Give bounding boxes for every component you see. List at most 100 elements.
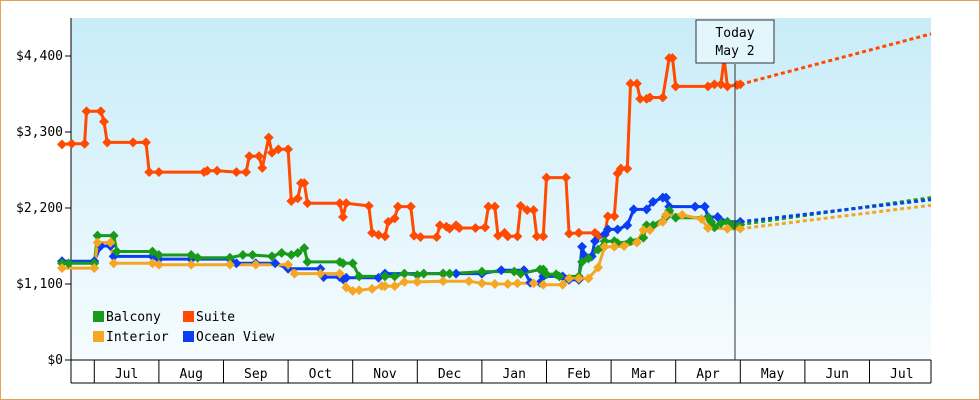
data-point [648,196,659,207]
data-point [538,231,549,242]
data-point [367,283,378,294]
data-point [225,259,235,270]
y-tick-label: $2,200 [16,201,63,216]
data-point [431,232,442,242]
data-point [602,211,613,222]
x-tick-label: Jan [502,367,525,382]
data-point [341,198,352,209]
data-point [153,259,164,270]
data-point [464,276,474,287]
y-tick-label: $1,100 [16,277,63,292]
data-point [302,256,313,267]
data-point [631,237,642,248]
data-point [699,201,710,212]
data-point [231,258,242,269]
data-point [528,278,539,289]
data-point [380,271,390,282]
data-point [512,278,523,289]
data-point [338,212,348,222]
data-point [412,270,423,280]
data-point [599,236,610,247]
data-point [728,220,739,231]
data-point [105,237,116,248]
legend-swatch [183,311,194,322]
data-point [444,223,455,234]
data-point [389,281,400,292]
data-point [270,258,281,269]
data-point [661,209,671,220]
data-point [244,151,255,162]
data-point [438,268,449,279]
data-point [480,222,491,233]
today-marker: Today May 2 [695,19,775,360]
data-point [405,201,416,212]
data-point [95,106,106,117]
data-point [722,223,733,234]
data-point [661,192,671,203]
data-point [670,81,681,92]
data-point [99,116,109,127]
data-point [696,214,707,225]
data-point [225,252,235,263]
data-point [625,236,636,247]
data-point [192,252,203,263]
data-point [338,258,348,269]
legend-swatch [93,331,104,342]
data-point [564,228,575,239]
data-point [657,216,668,227]
data-point [292,193,303,204]
legend-label: Balcony [106,310,161,325]
data-point [315,268,326,279]
legend-label: Interior [106,330,169,345]
data-point [273,144,284,155]
data-point [283,259,294,270]
y-axis: $0 $1,100 $2,200 $3,300 $4,400 [16,18,72,368]
data-point [515,268,526,279]
data-point [57,139,67,150]
data-point [108,230,119,241]
data-point [389,271,400,282]
data-point [302,198,313,209]
x-tick-label: Feb [567,367,591,382]
data-point [528,205,539,216]
data-point [144,167,155,178]
data-point [531,231,542,242]
data-point [153,167,164,178]
data-point [373,272,384,283]
data-point [380,281,390,292]
legend-label: Ocean View [196,330,274,345]
data-point [299,178,310,189]
data-point [635,93,646,104]
data-point [153,250,164,260]
data-point [409,230,420,241]
data-point [609,211,620,222]
data-point [299,243,310,254]
data-point [363,200,374,211]
data-point [573,227,584,238]
data-point [489,201,500,212]
data-point [602,224,613,235]
data-point [383,216,394,227]
data-point [247,250,258,260]
data-point [147,246,158,257]
data-point [496,265,507,276]
data-point [399,268,410,279]
data-point [709,222,720,233]
data-point [81,106,92,117]
data-point [577,241,587,252]
data-point [641,204,652,215]
data-point [347,285,358,296]
data-point [283,144,294,155]
data-point [141,137,151,148]
data-point [79,138,90,149]
data-point [347,258,358,269]
legend-swatch [183,331,194,342]
data-point [715,218,726,229]
data-point [257,162,268,173]
data-point [276,247,287,258]
data-point [254,151,264,162]
x-tick-label: Sep [244,367,268,382]
data-point [267,251,277,262]
legend-label: Suite [196,310,235,325]
data-point [554,271,565,282]
